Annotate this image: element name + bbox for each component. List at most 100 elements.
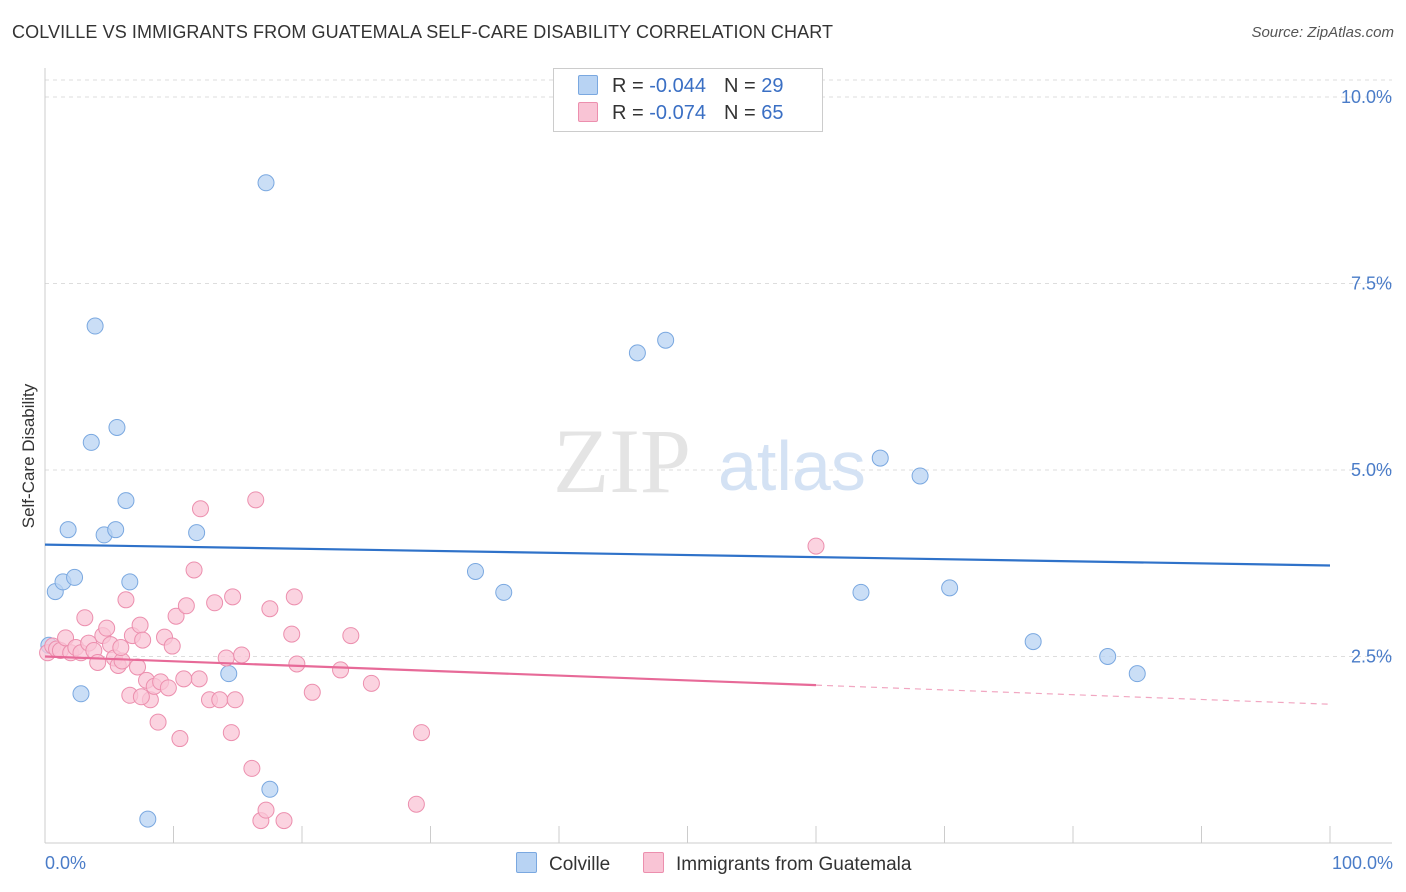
colville-point: [1024, 633, 1042, 651]
colville-trend-line: [44, 543, 1331, 567]
guatemala-point: [211, 691, 229, 709]
guatemala-point: [342, 627, 360, 645]
colville-point: [1099, 648, 1117, 665]
guatemala-point: [159, 679, 177, 697]
colville-point: [941, 579, 959, 597]
guatemala-swatch: [643, 852, 664, 873]
guatemala-point: [163, 637, 181, 655]
y-tick-label: 2.5%: [1351, 647, 1392, 667]
guatemala-point: [191, 500, 209, 518]
guatemala-point: [807, 537, 825, 555]
legend-item-guatemala: Immigrants from Guatemala: [643, 852, 911, 876]
colville-point: [117, 492, 135, 510]
y-tick-label: 7.5%: [1351, 274, 1392, 294]
colville-point: [139, 810, 157, 828]
guatemala-point: [224, 588, 242, 606]
guatemala-point: [261, 600, 279, 618]
guatemala-point: [303, 683, 321, 701]
data-points: [39, 174, 1146, 830]
colville-point: [261, 780, 279, 798]
r-value: -0.044: [649, 75, 706, 97]
legend-item-colville: Colville: [516, 852, 610, 876]
colville-point: [1128, 665, 1146, 683]
n-label: N =: [723, 102, 762, 124]
guatemala-point: [149, 713, 167, 731]
colville-point: [66, 568, 84, 586]
n-label: N =: [723, 75, 762, 97]
guatemala-point: [233, 646, 251, 664]
guatemala-swatch: [578, 102, 598, 122]
guatemala-trend-line: [44, 655, 817, 687]
guatemala-point: [407, 795, 425, 813]
legend-label: Colville: [549, 854, 611, 875]
guatemala-point: [226, 691, 244, 709]
x-tick-label: 0.0%: [45, 853, 86, 873]
guatemala-point: [171, 730, 189, 748]
guatemala-point: [247, 491, 265, 509]
guatemala-point: [222, 724, 240, 742]
colville-point: [82, 433, 100, 451]
guatemala-point: [129, 658, 147, 676]
colville-point: [220, 665, 238, 683]
colville-point: [495, 583, 513, 601]
colville-point: [86, 317, 104, 335]
guatemala-point: [175, 670, 193, 688]
colville-point: [628, 344, 646, 362]
grid: [45, 79, 1392, 657]
guatemala-point: [332, 661, 350, 679]
source-label: Source: ZipAtlas.com: [1251, 24, 1394, 41]
guatemala-point: [285, 588, 303, 606]
guatemala-trend-line-extension: [815, 684, 1331, 705]
guatemala-point: [89, 653, 107, 671]
colville-point: [871, 449, 889, 467]
guatemala-point: [288, 655, 306, 673]
watermark-zip: ZIP: [553, 410, 691, 512]
colville-point: [657, 331, 675, 349]
colville-point: [121, 573, 139, 591]
r-label: R =: [612, 102, 650, 124]
guatemala-point: [362, 674, 380, 692]
colville-point: [59, 521, 77, 539]
guatemala-point: [257, 801, 275, 819]
colville-point: [108, 418, 126, 436]
trend-lines: [44, 543, 1331, 705]
guatemala-point: [117, 591, 135, 609]
watermark: ZIP atlas: [553, 410, 866, 512]
guatemala-point: [413, 724, 431, 742]
legend-row-guatemala: R = -0.074 N = 65: [578, 102, 783, 125]
r-value: -0.074: [649, 102, 706, 124]
guatemala-point: [112, 639, 130, 657]
colville-point: [257, 174, 275, 192]
guatemala-point: [177, 597, 195, 615]
n-value: 29: [761, 75, 784, 97]
chart-title: COLVILLE VS IMMIGRANTS FROM GUATEMALA SE…: [12, 22, 834, 42]
colville-swatch: [516, 852, 537, 873]
colville-point: [72, 685, 90, 703]
guatemala-point: [283, 625, 301, 643]
guatemala-point: [132, 688, 150, 706]
correlation-legend: R = -0.044 N = 29 R = -0.074 N = 65: [553, 68, 823, 132]
y-tick-label: 5.0%: [1351, 460, 1392, 480]
guatemala-point: [275, 812, 293, 830]
colville-point: [466, 562, 484, 580]
guatemala-point: [76, 609, 94, 627]
axes: 2.5% 5.0% 7.5% 10.0% 0.0% 100.0%: [44, 68, 1393, 873]
guatemala-point: [243, 759, 261, 777]
colville-point: [107, 521, 125, 539]
guatemala-point: [167, 607, 185, 625]
y-tick-label: 10.0%: [1341, 87, 1392, 107]
colville-swatch: [578, 75, 598, 95]
colville-point: [188, 524, 206, 542]
x-tick-label: 100.0%: [1332, 853, 1393, 873]
guatemala-point: [206, 594, 224, 612]
r-label: R =: [612, 75, 650, 97]
guatemala-point: [190, 670, 208, 688]
colville-point: [911, 467, 929, 485]
guatemala-point: [131, 616, 149, 634]
legend-label: Immigrants from Guatemala: [676, 854, 912, 875]
y-axis-label: Self-Care Disability: [19, 383, 38, 528]
guatemala-point: [134, 631, 152, 649]
guatemala-point: [98, 619, 116, 637]
watermark-atlas: atlas: [718, 427, 866, 505]
